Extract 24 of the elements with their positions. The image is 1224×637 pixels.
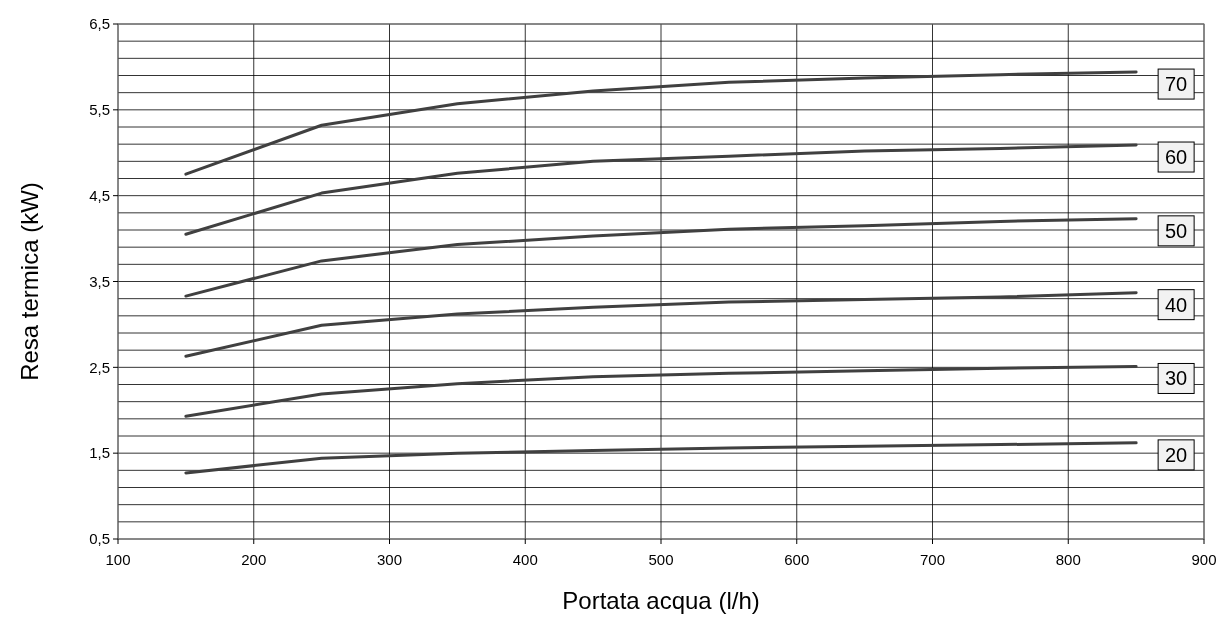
x-tick-label: 200 xyxy=(241,551,267,568)
y-tick-label: 5,5 xyxy=(89,101,110,119)
y-tick-label: 0,5 xyxy=(89,530,110,548)
x-tick-label: 600 xyxy=(784,551,810,568)
y-tick-label: 6,5 xyxy=(89,15,110,33)
x-tick-label: 500 xyxy=(648,551,674,568)
x-tick-label: 400 xyxy=(512,551,538,568)
series-label: 40 xyxy=(1165,293,1188,316)
series-label: 70 xyxy=(1165,73,1188,96)
y-tick-label: 1,5 xyxy=(89,444,110,462)
series-label: 30 xyxy=(1165,367,1188,390)
x-tick-label: 800 xyxy=(1055,551,1081,568)
y-axis-title: Resa termica (kW) xyxy=(16,182,43,381)
x-axis-title: Portata acqua (l/h) xyxy=(562,587,760,614)
x-tick-label: 700 xyxy=(919,551,946,568)
y-tick-label: 3,5 xyxy=(89,272,110,290)
x-tick-label: 100 xyxy=(105,551,131,568)
series-label: 50 xyxy=(1165,219,1188,242)
y-tick-label: 2,5 xyxy=(89,358,110,376)
x-tick-label: 900 xyxy=(1191,551,1217,568)
y-tick-label: 4,5 xyxy=(89,186,110,204)
x-tick-label: 300 xyxy=(376,551,403,568)
series-label: 60 xyxy=(1165,146,1188,169)
series-label: 20 xyxy=(1165,443,1188,466)
